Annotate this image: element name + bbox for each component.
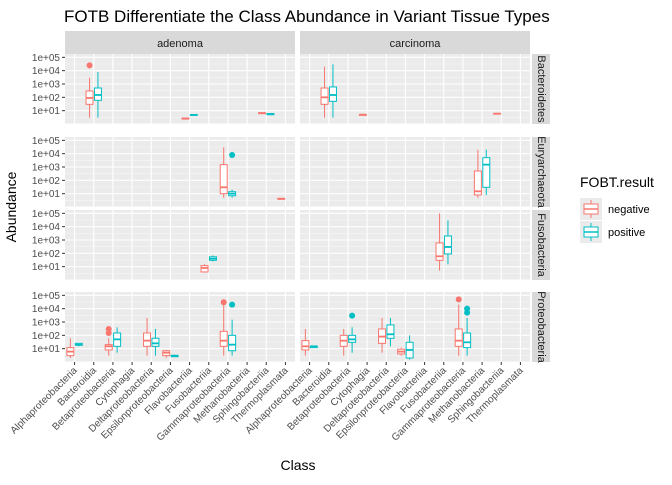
box-Deltaproteobacteria-positive — [151, 328, 160, 356]
facet-strip-carcinoma — [300, 31, 530, 54]
box-Gammaproteobacteria-positive — [228, 151, 237, 198]
facet-panels: adenoma carcinoma Bacteroidetes 1e+01 1e+02 1… — [32, 31, 550, 364]
panel-carcinoma-Euryarchaeota — [300, 137, 530, 208]
legend-key-positive — [580, 221, 602, 243]
box-Sphingobacteriia-negative — [493, 112, 502, 115]
box-Epsilonproteobacteria-negative — [162, 349, 171, 358]
outlier-point — [464, 305, 471, 312]
box-Bacteroidia-negative — [320, 66, 329, 118]
panel-adenoma-Proteobacteria — [65, 292, 295, 363]
facet-row-label-Euryarchaeota: Euryarchaeota — [535, 136, 547, 208]
facet-row-label-Fusobacteria: Fusobacteria — [535, 213, 547, 277]
panel-adenoma-Euryarchaeota — [65, 137, 295, 208]
legend-label-positive: positive — [608, 227, 645, 239]
box-Gammaproteobacteria-positive — [463, 305, 472, 356]
box-Betaproteobacteria-positive — [348, 312, 357, 353]
outlier-point — [86, 62, 93, 69]
y-tick-label: 1e+03 — [32, 236, 61, 247]
box-Deltaproteobacteria-positive — [386, 317, 395, 347]
y-axis-title: Abundance — [3, 171, 19, 242]
facet-row-label-Proteobacteria: Proteobacteria — [535, 291, 547, 363]
y-tick-label: 1e+05 — [32, 136, 61, 147]
facet-row-label-Bacteroidetes: Bacteroidetes — [535, 55, 547, 123]
y-tick-label: 1e+02 — [32, 249, 61, 260]
legend-label-negative: negative — [608, 204, 650, 216]
box-Gammaproteobacteria-positive — [228, 301, 237, 356]
y-tick-label: 1e+02 — [32, 93, 61, 104]
y-tick-label: 1e+05 — [32, 291, 61, 302]
box-Alphaproteobacteria-positive — [74, 342, 83, 347]
outlier-point — [349, 312, 356, 319]
facet-strip-adenoma — [65, 31, 295, 54]
box-Gammaproteobacteria-negative — [219, 147, 228, 198]
box-Methanobacteria-positive — [482, 149, 491, 195]
box-Epsilonproteobacteria-positive — [170, 354, 179, 358]
box-Betaproteobacteria-negative — [104, 325, 113, 356]
box-Alphaproteobacteria-negative — [66, 338, 75, 358]
box-Bacteroidia-positive — [93, 71, 102, 118]
box-Fusobacteriia-positive — [208, 255, 217, 262]
y-tick-label: 1e+05 — [32, 209, 61, 220]
box-Alphaproteobacteria-positive — [309, 345, 318, 349]
facet-strip-Fusobacteria — [532, 210, 550, 280]
outlier-point — [455, 296, 462, 303]
y-tick-label: 1e+03 — [32, 163, 61, 174]
y-tick-label: 1e+01 — [32, 106, 61, 117]
y-tick-label: 1e+04 — [32, 222, 61, 233]
box-Deltaproteobacteria-negative — [143, 317, 152, 356]
box-Alphaproteobacteria-negative — [301, 328, 310, 356]
panel-carcinoma-Bacteroidetes — [300, 54, 530, 125]
y-tick-label: 1e+05 — [32, 53, 61, 64]
outlier-point — [229, 151, 236, 158]
y-tick-label: 1e+04 — [32, 149, 61, 160]
box-Fusobacteriia-negative — [435, 213, 444, 271]
y-tick-label: 1e+04 — [32, 66, 61, 77]
box-Flavobacteriia-positive — [189, 114, 198, 116]
legend-title: FOBT.result — [580, 174, 654, 190]
box-Fusobacteriia-negative — [200, 264, 209, 273]
box-Betaproteobacteria-positive — [113, 327, 122, 353]
legend-key-negative — [580, 198, 602, 220]
x-tick-labels: AlphaproteobacteriaBacteroidiaBetaproteo… — [9, 362, 526, 443]
y-tick-label: 1e+02 — [32, 176, 61, 187]
box-Gammaproteobacteria-negative — [219, 299, 228, 356]
panel-carcinoma-Proteobacteria — [300, 292, 530, 363]
box-Flavobacteriia-negative — [181, 117, 190, 120]
box-Sphingobacteriia-negative — [258, 112, 267, 115]
panel-carcinoma-Fusobacteria — [300, 210, 530, 281]
panel-adenoma-Bacteroidetes — [65, 54, 295, 125]
facet-strip-Proteobacteria — [532, 292, 550, 362]
y-tick-label: 1e+03 — [32, 318, 61, 329]
box-Bacteroidia-positive — [328, 64, 337, 118]
y-tick-label: 1e+04 — [32, 304, 61, 315]
box-Methanobacteria-negative — [473, 149, 482, 198]
box-Deltaproteobacteria-negative — [378, 317, 387, 353]
facet-label-carcinoma: carcinoma — [390, 38, 442, 50]
y-tick-label: 1e+02 — [32, 331, 61, 342]
y-tick-label: 1e+03 — [32, 80, 61, 91]
facet-strip-Euryarchaeota — [532, 137, 550, 207]
x-axis-title: Class — [280, 457, 315, 473]
box-Epsilonproteobacteria-negative — [397, 347, 406, 356]
y-tick-label: 1e+01 — [32, 189, 61, 200]
box-Thermoplasmata-negative — [277, 197, 286, 200]
chart-title: FOTB Differentiate the Class Abundance i… — [64, 7, 550, 26]
facet-label-adenoma: adenoma — [157, 38, 204, 50]
outlier-point — [220, 299, 227, 306]
outlier-point — [229, 301, 236, 308]
box-Bacteroidia-negative — [85, 62, 94, 118]
legend: FOBT.result negative positive — [580, 174, 654, 243]
y-tick-label: 1e+01 — [32, 262, 61, 273]
box-Sphingobacteriia-positive — [266, 113, 275, 116]
outlier-point — [105, 325, 112, 332]
y-tick-label: 1e+01 — [32, 344, 61, 355]
facet-strip-Bacteroidetes — [532, 54, 550, 124]
panel-adenoma-Fusobacteria — [65, 210, 295, 281]
box-Epsilonproteobacteria-positive — [405, 335, 414, 360]
box-Betaproteobacteria-negative — [339, 328, 348, 356]
box-Cytophagia-negative — [358, 113, 367, 116]
box-Gammaproteobacteria-negative — [454, 296, 463, 356]
box-Fusobacteriia-positive — [443, 220, 452, 265]
